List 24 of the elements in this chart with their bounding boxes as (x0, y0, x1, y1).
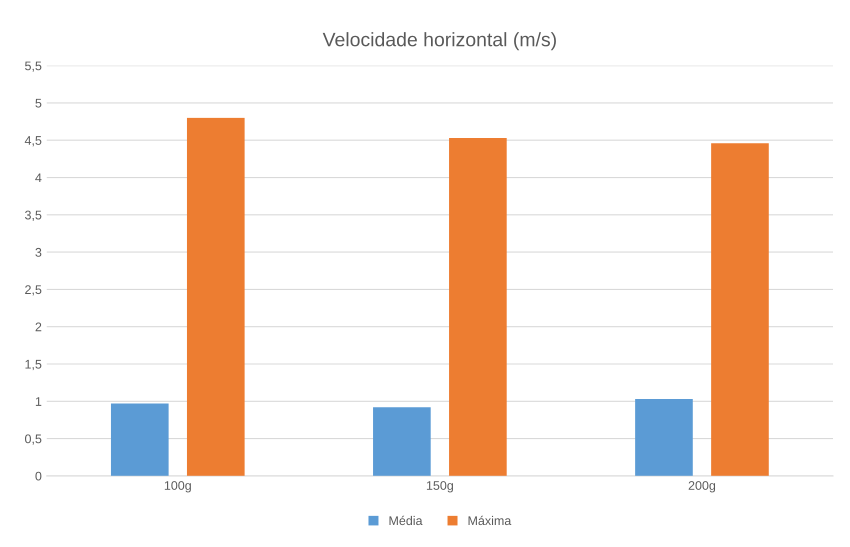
y-tick-label: 4,5 (24, 136, 42, 146)
bar (449, 138, 507, 476)
y-tick-label: 5 (35, 98, 42, 108)
y-tick-label: 4 (35, 173, 42, 182)
y-tick-label: 0 (35, 472, 42, 481)
y-tick-label: 2 (36, 322, 42, 332)
y-tick-label: 1 (36, 397, 42, 406)
legend-label: Média (390, 516, 423, 526)
x-tick-label: 200g (688, 481, 716, 492)
x-tick-label: 100g (164, 481, 191, 492)
y-tick-label: 2,5 (25, 285, 42, 296)
bar (110, 404, 169, 476)
bar (711, 143, 769, 476)
chart-title: Velocidade horizontal (m/s) (322, 32, 556, 50)
y-tick-label: 5,5 (25, 62, 42, 72)
bar (186, 118, 245, 476)
y-tick-label: 3,5 (24, 210, 42, 221)
legend-label: Máxima (468, 516, 512, 526)
y-tick-label: 0,5 (25, 434, 42, 445)
y-tick-label: 1,5 (25, 360, 42, 370)
bar (635, 399, 693, 476)
y-tick-label: 3 (35, 248, 42, 257)
x-tick-label: 150g (426, 481, 453, 492)
bar (373, 407, 431, 476)
